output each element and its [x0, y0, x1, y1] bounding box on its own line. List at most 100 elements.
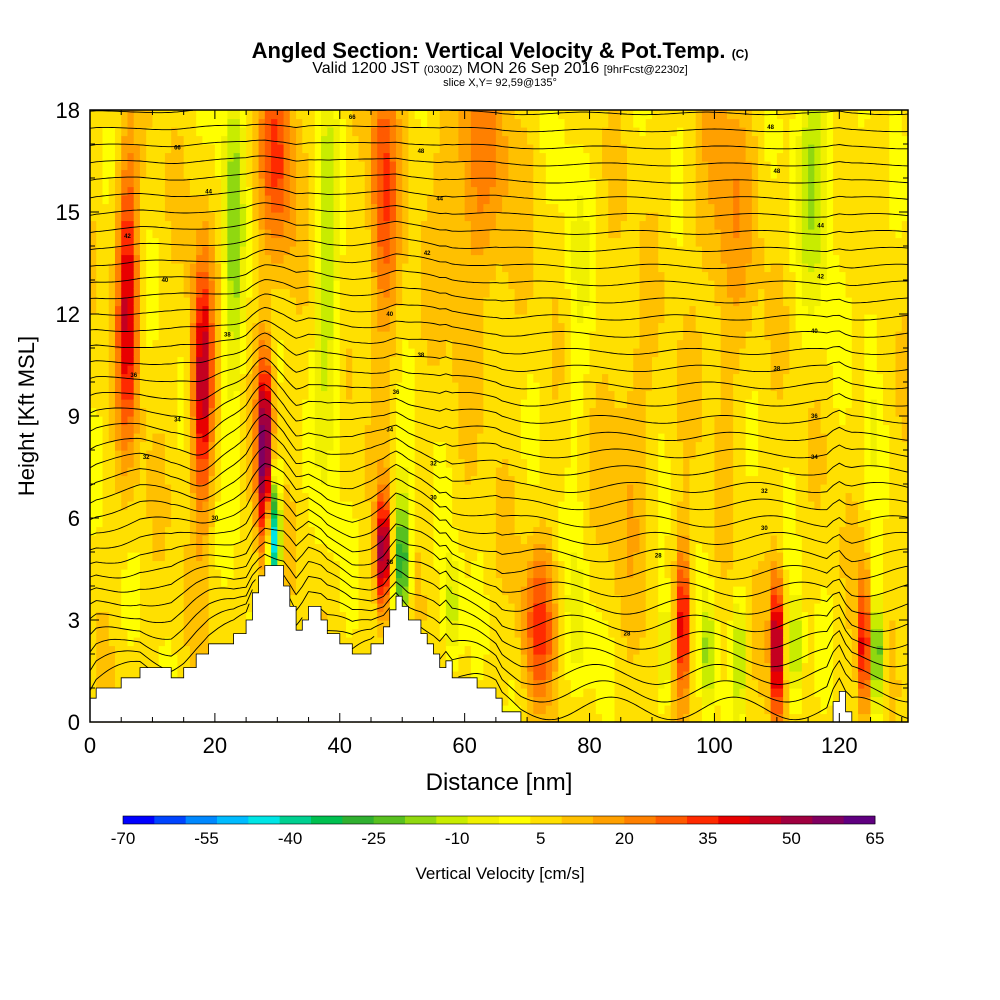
heat-cell [514, 637, 522, 647]
heat-cell [189, 263, 197, 273]
heat-cell [114, 305, 122, 315]
heat-cell [152, 416, 160, 426]
heat-cell [227, 416, 235, 426]
heat-cell [189, 492, 197, 502]
heat-cell [108, 407, 116, 417]
heat-cell [164, 178, 172, 188]
heat-cell [458, 237, 466, 247]
heat-cell [514, 246, 522, 256]
heat-cell [489, 594, 497, 604]
heat-cell [433, 254, 441, 264]
heat-cell [458, 161, 466, 171]
heat-cell [408, 169, 416, 179]
heat-cell [420, 611, 428, 621]
heat-cell [439, 246, 447, 256]
heat-cell [483, 526, 491, 536]
heat-cell [377, 560, 385, 570]
heat-cell [439, 535, 447, 545]
heat-cell [239, 254, 247, 264]
heat-cell [102, 118, 110, 128]
heat-cell [152, 535, 160, 545]
heat-cell [102, 203, 110, 213]
heat-cell [321, 560, 328, 570]
heat-cell [495, 450, 503, 460]
heat-cell [414, 577, 422, 587]
heat-cell [364, 467, 372, 477]
heat-cell [108, 110, 116, 120]
heat-cell [339, 407, 347, 417]
heat-cell [502, 271, 509, 281]
heat-cell [339, 416, 347, 426]
heat-cell [171, 620, 179, 630]
heat-cell [383, 441, 391, 451]
heat-cell [271, 560, 278, 570]
heat-cell [296, 297, 303, 307]
heat-cell [489, 586, 497, 596]
heat-cell [333, 620, 341, 630]
heat-cell [495, 254, 503, 264]
heat-cell [470, 220, 478, 230]
heat-cell [271, 424, 278, 434]
heat-cell [96, 322, 104, 332]
heat-cell [389, 433, 397, 443]
heat-cell [495, 322, 503, 332]
heat-cell [489, 467, 497, 477]
heat-cell [158, 314, 166, 324]
heat-cell [477, 484, 484, 494]
heat-cell [189, 560, 197, 570]
heat-cell [420, 263, 428, 273]
heat-cell [302, 297, 310, 307]
heat-cell [308, 586, 316, 596]
heat-cell [377, 110, 385, 120]
heat-cell [483, 603, 491, 613]
heat-cell [158, 433, 166, 443]
heat-cell [90, 467, 97, 477]
heat-cell [470, 297, 478, 307]
heat-cell [183, 501, 191, 511]
heat-cell [477, 229, 484, 239]
heat-cell [308, 110, 316, 120]
heat-cell [302, 526, 310, 536]
heat-cell [121, 195, 129, 205]
heat-cell [189, 178, 197, 188]
heat-cell [495, 297, 503, 307]
heat-cell [127, 127, 135, 137]
heat-cell [370, 637, 378, 647]
heat-cell [289, 467, 297, 477]
heat-cell [227, 263, 235, 273]
heat-cell [221, 322, 228, 332]
heat-cell [189, 390, 197, 400]
heat-cell [227, 195, 235, 205]
heat-cell [445, 560, 453, 570]
heat-cell [96, 526, 104, 536]
heat-cell [377, 441, 385, 451]
heat-cell [433, 373, 441, 383]
heat-cell [239, 416, 247, 426]
heat-cell [414, 135, 422, 145]
heat-cell [208, 144, 216, 154]
heat-cell [283, 492, 291, 502]
heat-cell [239, 382, 247, 392]
heat-cell [395, 501, 403, 511]
heat-cell [264, 424, 272, 434]
heat-cell [452, 229, 460, 239]
heat-cell [489, 450, 497, 460]
heat-cell [389, 254, 397, 264]
heat-cell [327, 305, 335, 315]
heat-cell [414, 186, 422, 196]
heat-cell [489, 339, 497, 349]
heat-cell [296, 577, 303, 587]
heat-cell [239, 586, 247, 596]
heat-cell [252, 195, 260, 205]
heat-cell [108, 467, 116, 477]
heat-cell [333, 382, 341, 392]
heat-cell [402, 118, 410, 128]
heat-cell [514, 560, 522, 570]
heat-cell [470, 127, 478, 137]
heat-cell [502, 356, 509, 366]
heat-cell [483, 535, 491, 545]
heat-cell [464, 662, 472, 672]
heat-cell [452, 569, 460, 579]
heat-cell [146, 297, 154, 307]
heat-cell [271, 237, 278, 247]
